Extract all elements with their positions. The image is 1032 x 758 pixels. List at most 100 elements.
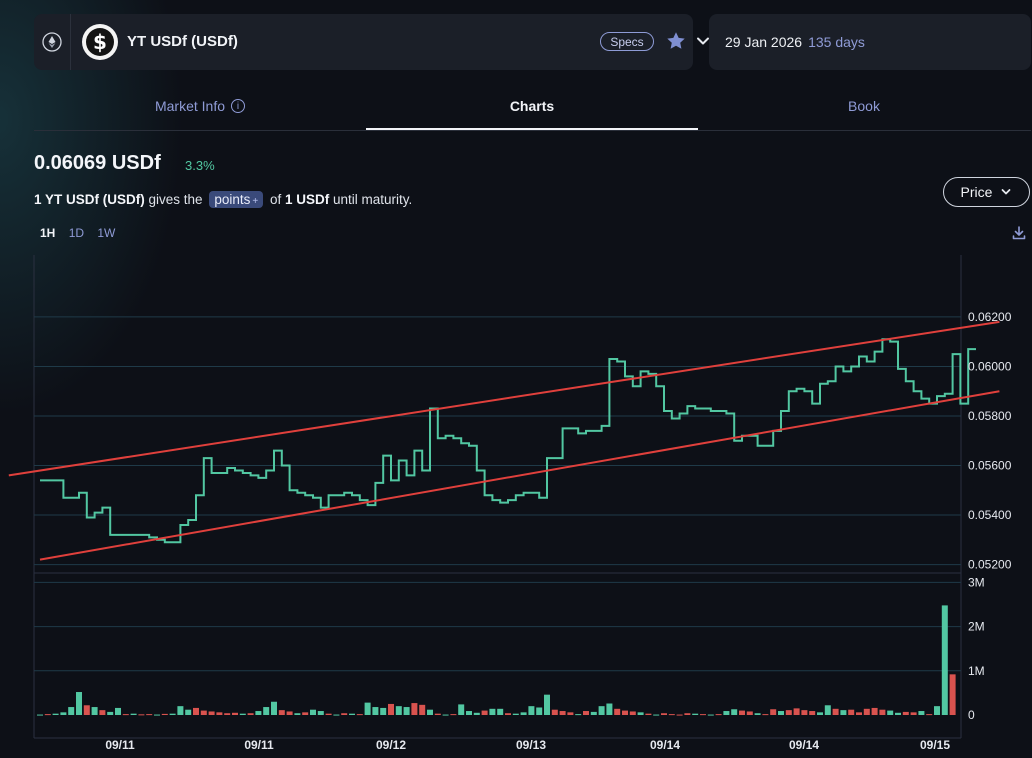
price-chart[interactable]: 0.05200 0.05400 0.05600 0.05800 0.06000 0.062… — [0, 255, 1032, 758]
desc-token: 1 YT USDf (USDf) — [34, 192, 145, 207]
volume-bar — [302, 712, 309, 715]
channel-lower-line — [39, 390, 1000, 561]
volume-bar — [934, 706, 940, 715]
volume-bar — [200, 710, 207, 715]
volume-bar — [403, 707, 410, 715]
tab-book[interactable]: Book — [698, 98, 1030, 130]
timeframe-1w[interactable]: 1W — [97, 226, 116, 240]
volume-bar — [817, 712, 823, 715]
maturity-selector[interactable]: 29 Jan 2026 135 days — [709, 14, 1031, 70]
timeframe-1d[interactable]: 1D — [68, 226, 85, 240]
market-name: YT USDf (USDf) — [127, 33, 238, 50]
info-icon: i — [231, 99, 246, 113]
volume-bar — [715, 714, 722, 716]
time-tick-label: 09/14 — [650, 738, 680, 752]
tab-label: Charts — [509, 98, 555, 114]
time-tick-label: 09/12 — [376, 738, 406, 752]
market-selector[interactable]: $ YT USDf (USDf) Specs — [34, 14, 709, 70]
volume-bar — [427, 709, 433, 715]
volume-bar — [341, 713, 348, 715]
volume-bar — [941, 605, 948, 715]
volume-bar — [856, 712, 862, 715]
volume-bar — [154, 714, 160, 716]
volume-bar — [458, 704, 465, 715]
volume-bars — [37, 605, 956, 716]
volume-bar — [185, 709, 192, 715]
volume-bar — [793, 708, 800, 715]
volume-tick-label: 2M — [968, 620, 985, 634]
desc-tail: until maturity. — [329, 192, 413, 207]
chevron-down-icon[interactable] — [695, 33, 711, 49]
volume-bar — [606, 703, 613, 715]
price-tick-label: 0.06200 — [968, 310, 1012, 324]
volume-bar — [832, 708, 839, 715]
volume-bar — [622, 710, 628, 715]
volume-bar — [83, 705, 90, 715]
volume-bar — [232, 712, 238, 715]
tab-charts[interactable]: Charts — [366, 98, 698, 130]
volume-bar — [419, 704, 426, 715]
volume-bar — [247, 713, 254, 715]
price-tick-label: 0.06000 — [968, 359, 1012, 373]
volume-bar — [333, 714, 340, 716]
download-icon[interactable] — [1011, 225, 1027, 241]
volume-bar — [286, 711, 293, 715]
chain-selector[interactable] — [34, 14, 71, 70]
maturity-info: 29 Jan 2026 135 days — [725, 34, 865, 50]
volume-bar — [395, 706, 402, 715]
volume-bar — [926, 714, 933, 716]
volume-bar — [668, 714, 675, 716]
volume-bar — [895, 712, 901, 715]
volume-bar — [317, 711, 324, 715]
volume-bar — [684, 713, 691, 715]
points-label: points — [214, 192, 251, 207]
volume-bar — [450, 714, 457, 716]
volume-bar — [115, 707, 121, 715]
chart-metric-select[interactable]: Price — [943, 177, 1030, 207]
yield-description: 1 YT USDf (USDf) gives the points + of 1 … — [34, 191, 412, 208]
favorite-star-icon[interactable] — [665, 30, 687, 52]
volume-bar — [645, 713, 652, 715]
plus-icon: + — [252, 196, 259, 207]
price-line-group — [40, 338, 976, 544]
volume-tick-label: 3M — [968, 575, 985, 589]
points-chip[interactable]: points + — [209, 191, 264, 208]
volume-bar — [107, 711, 114, 715]
volume-bar — [910, 712, 917, 715]
volume-bar — [949, 674, 956, 715]
volume-bar — [700, 714, 706, 716]
volume-bar — [840, 710, 847, 715]
volume-bar — [364, 702, 371, 715]
tab-bar: Market Info i Charts Book — [34, 98, 1031, 131]
volume-bar — [785, 710, 792, 715]
volume-bar — [863, 708, 870, 715]
volume-bar — [224, 713, 231, 715]
volume-bar — [653, 714, 660, 716]
volume-bar — [762, 714, 769, 716]
volume-bar — [372, 707, 379, 715]
desc-text: gives the — [144, 192, 207, 207]
timeframe-1h[interactable]: 1H — [40, 226, 56, 240]
volume-bar — [801, 710, 808, 715]
price-tick-label: 0.05800 — [968, 409, 1012, 423]
volume-bar — [778, 711, 784, 715]
ethereum-icon — [42, 32, 62, 52]
volume-bar — [122, 714, 129, 716]
volume-bar — [208, 711, 215, 715]
specs-button[interactable]: Specs — [600, 32, 654, 51]
volume-bar — [169, 713, 176, 715]
chart-grid — [33, 255, 962, 739]
volume-bar — [68, 707, 75, 715]
volume-bar — [411, 703, 418, 715]
volume-bar — [707, 714, 714, 716]
volume-bar — [629, 711, 636, 715]
volume-bar — [216, 712, 223, 715]
volume-bar — [528, 706, 535, 715]
price-change-percent: 3.3% — [185, 158, 215, 173]
tab-market-info[interactable]: Market Info i — [34, 98, 366, 130]
volume-bar — [193, 707, 199, 715]
volume-tick-label: 1M — [968, 664, 985, 678]
volume-bar — [481, 710, 488, 715]
volume-bar — [44, 714, 51, 716]
volume-bar — [442, 714, 449, 716]
